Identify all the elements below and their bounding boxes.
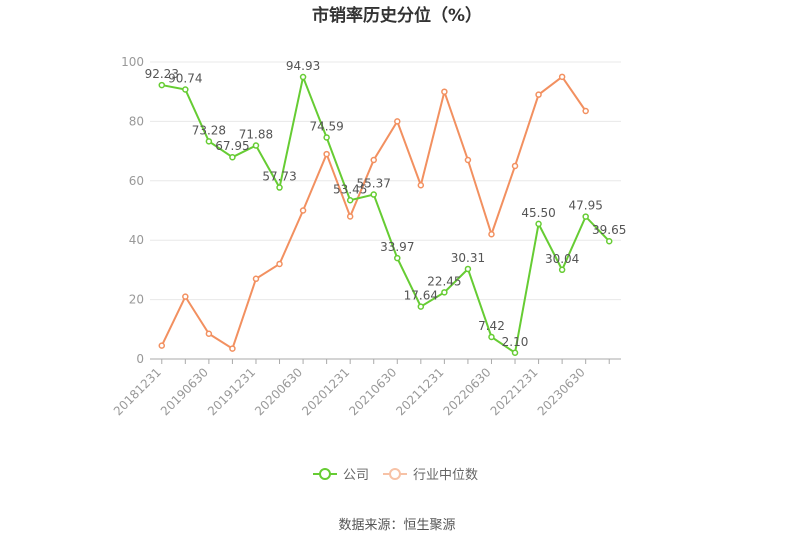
data-label: 74.59 <box>309 119 343 133</box>
industry-median-point <box>488 231 495 238</box>
data-label: 7.42 <box>478 319 505 333</box>
industry-median-point <box>205 330 213 338</box>
y-tick-label: 100 <box>121 55 144 69</box>
industry-median-point <box>158 342 166 349</box>
legend-item-company[interactable]: 公司 <box>313 468 369 483</box>
company-point <box>370 191 377 198</box>
company-point <box>182 86 189 93</box>
legend-company-label: 公司 <box>343 468 369 483</box>
data-label: 92.23 <box>145 67 179 81</box>
x-tick-label: 20200630 <box>252 365 305 418</box>
industry-median-point <box>299 207 307 214</box>
y-tick-label: 20 <box>129 293 144 307</box>
x-tick-label: 20191231 <box>205 365 258 418</box>
company-point <box>205 138 213 145</box>
x-tick-label: 20181231 <box>111 365 164 418</box>
legend-industry-label: 行业中位数 <box>413 468 478 483</box>
x-tick-label: 20210630 <box>346 365 399 418</box>
company-point <box>558 266 566 274</box>
company-point <box>488 333 495 341</box>
industry-median-point <box>394 118 401 125</box>
y-tick-label: 60 <box>129 174 144 188</box>
data-label: 94.93 <box>286 59 320 73</box>
company-point <box>511 349 519 357</box>
series-line-company <box>161 73 610 355</box>
legend-industry-marker <box>389 468 401 480</box>
x-tick-label: 20211231 <box>393 365 446 418</box>
industry-median-point <box>182 293 189 300</box>
industry-median-point <box>464 156 472 164</box>
data-label: 30.04 <box>545 252 579 266</box>
company-point <box>299 73 307 81</box>
industry-median-point <box>582 107 589 115</box>
data-label: 33.97 <box>380 240 414 254</box>
legend-item-industry-median[interactable]: 行业中位数 <box>383 468 478 483</box>
y-axis: 0 20 40 60 80 100 <box>121 55 144 366</box>
company-point <box>605 237 613 245</box>
company-point <box>582 213 589 220</box>
data-label: 90.74 <box>168 72 202 86</box>
chart-title: 市销率历史分位（%） <box>312 5 482 26</box>
data-label: 22.45 <box>427 274 461 288</box>
data-label: 67.95 <box>215 139 249 153</box>
industry-median-point <box>535 91 542 98</box>
x-tick-label: 20220630 <box>441 365 494 418</box>
data-label: 71.88 <box>239 128 273 142</box>
data-label: 17.64 <box>404 289 438 303</box>
company-point <box>229 153 236 161</box>
data-label: 47.95 <box>568 199 602 213</box>
data-label: 55.37 <box>357 177 391 191</box>
industry-median-point <box>511 162 519 170</box>
company-point <box>158 81 166 89</box>
company-point <box>441 289 448 296</box>
company-point <box>394 254 401 262</box>
data-label: 73.28 <box>192 123 226 137</box>
company-point <box>464 265 472 273</box>
legend-company-marker <box>319 468 331 480</box>
data-label: 30.31 <box>451 251 485 265</box>
x-tick-label: 20230630 <box>535 365 588 418</box>
industry-median-point <box>441 88 448 95</box>
industry-median-point <box>323 150 330 158</box>
company-point <box>346 197 354 204</box>
industry-median-point <box>346 213 354 220</box>
company-point <box>417 303 425 310</box>
industry-median-point <box>276 260 283 268</box>
y-tick-label: 80 <box>129 114 144 128</box>
industry-median-point <box>252 275 260 283</box>
x-axis: 2018123120190630201912312020063020201231… <box>111 359 610 418</box>
source-note: 数据来源：恒生聚源 <box>338 518 455 533</box>
data-label: 45.50 <box>521 206 555 220</box>
data-label: 2.10 <box>502 335 529 349</box>
y-tick-label: 0 <box>136 352 144 366</box>
data-label: 39.65 <box>592 223 626 237</box>
industry-median-point <box>417 182 425 189</box>
industry-median-point <box>558 73 566 81</box>
company-point <box>535 220 542 228</box>
x-tick-label: 20221231 <box>488 365 541 418</box>
industry-median-point <box>370 156 377 164</box>
data-label: 57.73 <box>262 170 296 184</box>
y-tick-label: 40 <box>129 233 144 247</box>
grid <box>150 61 621 360</box>
legend[interactable]: 公司 行业中位数 <box>313 468 478 483</box>
x-tick-label: 20201231 <box>299 365 352 418</box>
company-point <box>276 184 283 191</box>
company-point <box>252 142 260 149</box>
company-point <box>323 134 330 141</box>
x-tick-label: 20190630 <box>158 365 211 418</box>
data-label: 53.45 <box>333 182 367 196</box>
industry-median-point <box>229 345 236 352</box>
